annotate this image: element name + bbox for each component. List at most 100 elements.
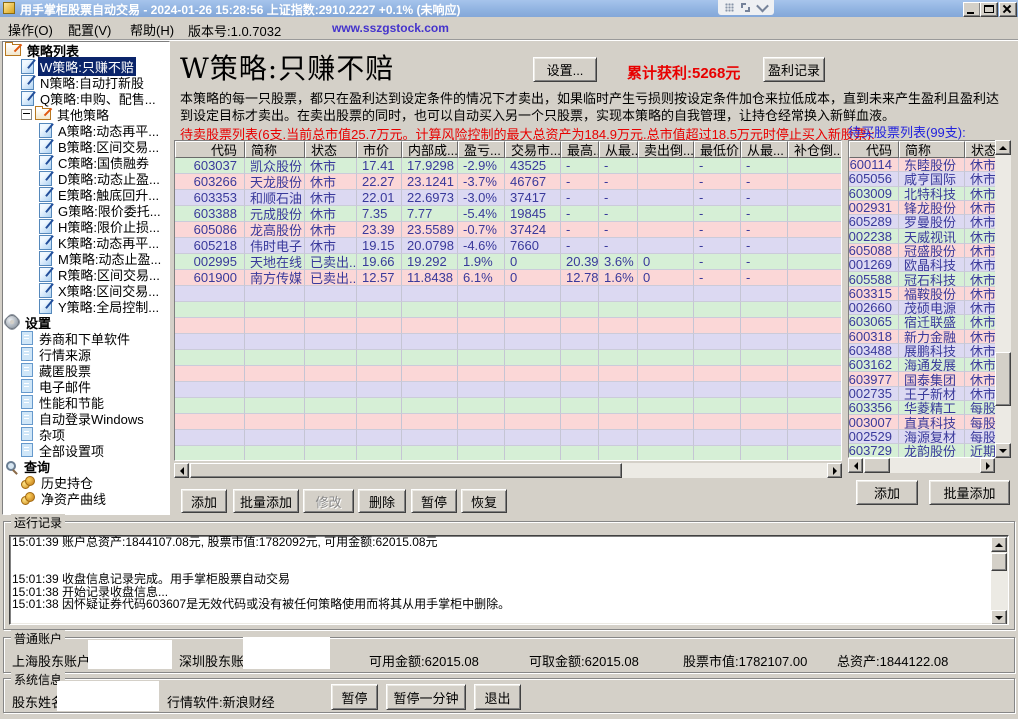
settings-button[interactable]: 设置... [533,57,597,82]
table-row[interactable]: 603162 海通发展 休市 [849,358,1010,373]
settings-item[interactable]: 电子邮件 [3,378,169,395]
scroll-thumb[interactable] [864,458,890,473]
tree-group-settings[interactable]: 设置 [3,314,169,331]
h-scrollbar-main[interactable] [174,463,842,478]
exit-button[interactable]: 退出 [474,684,521,710]
v-scrollbar-log[interactable] [991,537,1007,624]
strategy-item[interactable]: A策略:动态再平... [3,122,169,139]
strategy-item[interactable]: D策略:动态止盈... [3,170,169,187]
strategy-item[interactable]: G策略:限价委托... [3,202,169,219]
table-row[interactable] [175,302,841,318]
table-row[interactable]: 603009 北特科技 休市 [849,186,1010,201]
strategy-item[interactable]: Q策略:申购、配售... [3,90,169,107]
column-header[interactable]: 卖出倒... [638,141,694,158]
column-header[interactable]: 从最... [599,141,638,158]
profit-record-button[interactable]: 盈利记录 [763,57,825,82]
column-header[interactable]: 从最... [741,141,788,158]
table-row[interactable] [175,382,841,398]
table-row[interactable]: 002529 海源复材 每股收 [849,429,1010,444]
drag-handle-icon[interactable] [724,3,734,12]
menu-item-help[interactable]: 帮助(H) [130,23,175,38]
scroll-down-button[interactable] [991,610,1007,624]
settings-item[interactable]: 行情来源 [3,346,169,363]
pause-button[interactable]: 暂停 [331,684,378,710]
strategy-item[interactable]: N策略:自动打新股 [3,74,169,91]
scroll-up-button[interactable] [995,140,1011,155]
table-row[interactable]: 603388 元成股份 休市 7.35 7.77 -5.4% 19845 - -… [175,206,841,222]
pause-1min-button[interactable]: 暂停一分钟 [386,684,466,710]
table-row[interactable]: 600114 东睦股份 休市 [849,158,1010,173]
batch-add-button[interactable]: 批量添加 [233,489,299,513]
table-row[interactable]: 605218 伟时电子 休市 19.15 20.0798 -4.6% 7660 … [175,238,841,254]
settings-item[interactable]: 自动登录Windows [3,410,169,427]
buy-batch-add-button[interactable]: 批量添加 [929,480,1010,505]
menu-item-operation[interactable]: 操作(O) [8,23,53,38]
table-row[interactable]: 603065 宿迁联盛 休市 [849,315,1010,330]
table-row[interactable]: 002995 天地在线 已卖出... 19.66 19.292 1.9% 0 2… [175,254,841,270]
resume-button[interactable]: 恢复 [461,489,507,513]
table-row[interactable]: 605088 冠盛股份 休市 [849,243,1010,259]
table-row[interactable] [175,430,841,446]
scroll-left-button[interactable] [174,463,189,478]
add-button[interactable]: 添加 [181,489,227,513]
strategy-item[interactable]: X策略:区间交易... [3,282,169,299]
column-header[interactable]: 补仓倒... [788,141,841,158]
tree-root-strategy-list[interactable]: 策略列表 [3,42,169,59]
table-row[interactable] [175,350,841,366]
table-row[interactable]: 603266 天龙股份 休市 22.27 23.1241 -3.7% 46767… [175,174,841,190]
table-row[interactable]: 605086 龙高股份 休市 23.39 23.5589 -0.7% 37424… [175,222,841,238]
table-row[interactable]: 603315 福鞍股份 休市 [849,286,1010,301]
maximize-button[interactable] [980,2,998,17]
strategy-item[interactable]: E策略:触底回升... [3,186,169,203]
column-header[interactable]: 简称 [245,141,305,158]
menu-item-config[interactable]: 配置(V) [68,23,112,38]
close-button[interactable] [999,2,1017,17]
run-log-area[interactable]: 15:01:39 账户总资产:1844107.08元, 股票市值:1782092… [9,535,1009,625]
table-row[interactable] [175,414,841,430]
scroll-thumb[interactable] [190,463,622,478]
pause-button[interactable]: 暂停 [411,489,457,513]
scroll-right-button[interactable] [827,463,842,478]
column-header[interactable]: 最高... [561,141,599,158]
table-row[interactable] [175,446,841,460]
website-link[interactable]: www.sszgstock.com [332,21,449,35]
delete-button[interactable]: 删除 [358,489,406,513]
scroll-thumb[interactable] [995,352,1011,406]
column-header[interactable]: 市价 [357,141,402,158]
column-header[interactable]: 内部成... [402,141,458,158]
table-row[interactable] [175,366,841,382]
tree-group-other-strategies[interactable]: 其他策略 [3,106,169,123]
table-row[interactable]: 601900 南方传媒 已卖出... 12.57 11.8438 6.1% 0 … [175,270,841,286]
table-row[interactable]: 600318 新力金融 休市 [849,329,1010,344]
table-row[interactable]: 603729 龙韵股份 近期暴 [849,443,1010,457]
settings-item[interactable]: 全部设置项 [3,442,169,459]
tree-group-query[interactable]: 查询 [3,458,169,475]
buy-add-button[interactable]: 添加 [856,480,918,505]
expand-icon[interactable] [741,3,751,12]
table-row[interactable]: 605588 冠石科技 休市 [849,272,1010,287]
table-row[interactable] [175,398,841,414]
column-header[interactable]: 代码 [849,141,899,158]
table-row[interactable]: 605289 罗曼股份 休市 [849,215,1010,230]
table-row[interactable] [175,286,841,302]
column-header[interactable]: 状态 [305,141,357,158]
table-row[interactable]: 002238 天威视讯 休市 [849,229,1010,244]
table-row[interactable]: 605056 咸亨国际 休市 [849,172,1010,187]
settings-item[interactable]: 券商和下单软件 [3,330,169,347]
table-row[interactable]: 603037 凯众股份 休市 17.41 17.9298 -2.9% 43525… [175,158,841,174]
table-row[interactable]: 603353 和顺石油 休市 22.01 22.6973 -3.0% 37417… [175,190,841,206]
column-header[interactable]: 交易市... [505,141,561,158]
strategy-item[interactable]: R策略:区间交易... [3,266,169,283]
table-row[interactable] [175,318,841,334]
modify-button[interactable]: 修改 [303,489,354,513]
settings-item[interactable]: 性能和节能 [3,394,169,411]
settings-item[interactable]: 藏匿股票 [3,362,169,379]
column-header[interactable]: 最低价 [694,141,741,158]
column-header[interactable]: 代码 [175,141,245,158]
strategy-item[interactable]: M策略:动态止盈... [3,250,169,267]
strategy-item[interactable]: K策略:动态再平... [3,234,169,251]
strategy-item[interactable]: W策略:只赚不赔 [3,56,169,76]
table-row[interactable]: 603977 国泰集团 休市 [849,372,1010,387]
collapse-expander-icon[interactable] [21,108,32,120]
strategy-item[interactable]: Y策略:全局控制... [3,298,169,315]
